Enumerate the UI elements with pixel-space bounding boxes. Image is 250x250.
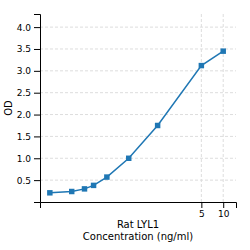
grid-line bbox=[223, 14, 224, 202]
tick-label: 0.5 bbox=[17, 176, 31, 186]
grid-line bbox=[40, 136, 236, 137]
marker bbox=[220, 48, 225, 53]
x-axis: 5 10 bbox=[41, 202, 237, 219]
tick: 1.0 bbox=[17, 154, 40, 164]
tick-label: 10 bbox=[218, 209, 230, 219]
tick: 10 bbox=[218, 202, 230, 219]
axis-line bbox=[41, 203, 237, 209]
grid-line bbox=[40, 27, 236, 28]
grid-line bbox=[40, 114, 236, 115]
tick-label: 2.5 bbox=[17, 88, 31, 98]
tick-mark bbox=[34, 158, 40, 159]
tick-mark bbox=[34, 27, 40, 28]
tick-label: 2.0 bbox=[17, 110, 32, 120]
marker bbox=[47, 190, 52, 195]
tick-mark bbox=[34, 49, 40, 50]
x-axis-title-line: Rat LYL1 bbox=[117, 219, 159, 230]
grid bbox=[40, 14, 236, 202]
grid-line bbox=[40, 180, 236, 181]
marker bbox=[82, 186, 87, 191]
plot-area: 5 10 0.5 1.0 1.5 2.0 2.5 3.0 3.5 4.0 bbox=[17, 14, 237, 219]
tick-mark bbox=[34, 136, 40, 137]
axis-line bbox=[34, 15, 41, 203]
grid-line bbox=[40, 92, 236, 93]
tick: 1.5 bbox=[17, 132, 40, 142]
line bbox=[50, 51, 223, 193]
grid-line bbox=[201, 14, 202, 202]
tick-mark bbox=[34, 115, 40, 116]
tick-label: 1.5 bbox=[17, 132, 31, 142]
tick: 3.5 bbox=[17, 44, 40, 54]
marker bbox=[91, 183, 96, 188]
tick-label: 4.0 bbox=[17, 22, 32, 32]
tick-mark bbox=[34, 93, 40, 94]
marker bbox=[126, 156, 131, 161]
tick-mark bbox=[34, 71, 40, 72]
grid-line bbox=[40, 158, 236, 159]
tick-mark bbox=[223, 202, 224, 208]
x-axis-title-line: Concentration (ng/ml) bbox=[83, 231, 193, 242]
marker bbox=[155, 123, 160, 128]
grid-line bbox=[40, 70, 236, 71]
x-axis-title: Rat LYL1Concentration (ng/ml) bbox=[83, 219, 193, 242]
tick-label: 1.0 bbox=[17, 154, 32, 164]
y-axis-title: OD bbox=[3, 100, 14, 116]
tick: 0.5 bbox=[17, 176, 40, 186]
marker bbox=[199, 63, 204, 68]
tick: 3.0 bbox=[17, 66, 40, 76]
tick-mark bbox=[34, 180, 40, 181]
grid-line bbox=[40, 48, 236, 49]
tick-mark bbox=[201, 202, 202, 208]
marker bbox=[104, 174, 109, 179]
y-axis: 0.5 1.0 1.5 2.0 2.5 3.0 3.5 4.0 bbox=[17, 15, 41, 203]
tick: 5 bbox=[199, 202, 205, 219]
tick-label: 5 bbox=[199, 209, 205, 219]
tick: 2.5 bbox=[17, 88, 40, 98]
chart: 5 10 0.5 1.0 1.5 2.0 2.5 3.0 3.5 4.0 Rat LYL1Conce… bbox=[0, 0, 250, 250]
tick-label: 3.0 bbox=[17, 66, 32, 76]
tick: 2.0 bbox=[17, 110, 40, 120]
marker bbox=[69, 189, 74, 194]
tick: 4.0 bbox=[17, 22, 40, 32]
tick-label: 3.5 bbox=[17, 44, 31, 54]
series bbox=[47, 48, 226, 195]
